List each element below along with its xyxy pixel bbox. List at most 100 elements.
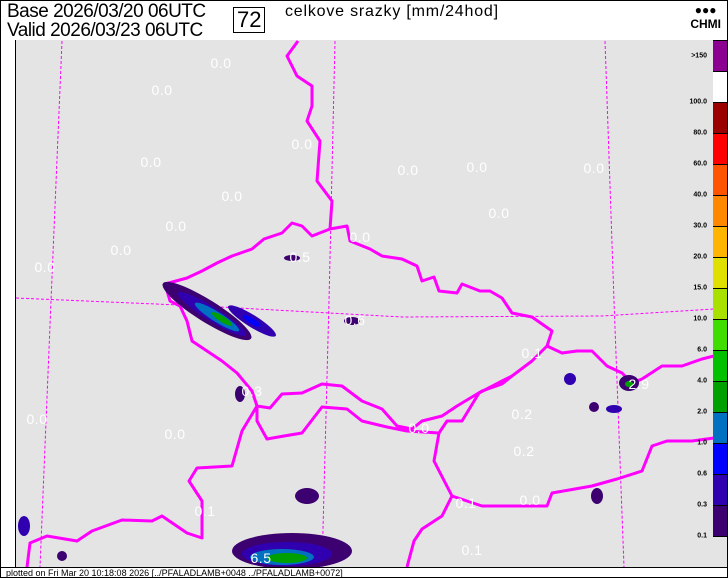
border-alps [25,405,259,567]
legend-label: 6.0 [697,346,707,354]
border-austria-slovenia [405,495,454,567]
legend-label: 100.0 [689,98,707,106]
precip-area [267,553,307,563]
precip-area [606,405,622,413]
legend-label: 40.0 [693,191,707,199]
value-label: 0.5 [289,248,311,265]
border-germany-poland [285,40,334,230]
value-label: 0.0 [110,241,132,258]
legend-label: 0.6 [697,470,707,478]
legend-swatch [713,102,727,133]
value-label: 0.0 [488,204,510,221]
value-label: 0.1 [461,541,483,558]
border-czech [163,221,554,431]
precip-area [589,402,599,412]
value-label: 0.0 [164,425,186,442]
value-label: 0.0 [466,158,488,175]
precip-area [564,373,576,385]
parallel-line [16,297,714,318]
value-label: 0.6 [344,311,366,328]
border-slovakia-hungary [437,374,513,434]
legend-label: 4.0 [697,377,707,385]
value-label: 0.0 [583,159,605,176]
value-label: 0.1 [521,344,543,361]
legend-swatch [713,288,727,319]
base-time: Base 2026/03/20 06UTC [7,1,206,22]
meridian-line [39,40,63,567]
legend-swatch [713,71,727,102]
precipitation-map: 0.0 0.0 0.0 0.0 0.0 0.0 0.0 0.0 0.5 0.0 0.0 0.0 0.0 0… [15,40,714,567]
value-label: 0.0 [140,153,162,170]
legend-swatch [713,443,727,474]
precip-area [243,315,261,327]
legend-label: 30.0 [693,222,707,230]
precip-area [57,551,67,561]
meridian-line [604,40,625,567]
precip-area [344,317,360,325]
legend-swatch [713,505,727,536]
value-label: 0.0 [408,419,430,436]
value-label: 0.0 [349,228,371,245]
border-austria-south [432,432,714,508]
meridian-line [321,40,336,567]
legend-swatch [713,536,727,567]
value-label: 0.0 [519,491,541,508]
precip-area [18,516,30,536]
color-legend [713,40,727,567]
chmi-logo: ●●● CHMI [690,3,721,31]
precip-area [284,255,300,261]
value-label: 0.0 [34,258,56,275]
legend-label: 80.0 [693,129,707,137]
value-label: 0.0 [26,410,48,427]
value-label: 2.9 [628,375,650,392]
country-borders [25,40,714,567]
value-label: 0.0 [165,217,187,234]
legend-label: 0.1 [697,532,707,540]
value-label: 0.2 [511,405,533,422]
value-label: 0.2 [513,442,535,459]
value-label: 0.1 [455,494,477,511]
value-label: 0.1 [194,502,216,519]
precip-area [211,312,233,326]
precip-area [591,488,603,504]
plot-info: plotted on Fri Mar 20 10:18:08 2026 [../… [1,567,727,577]
value-label: 0.3 [241,382,263,399]
value-label: 0.0 [151,81,173,98]
legend-swatch [713,164,727,195]
field-title: celkove srazky [mm/24hod] [285,3,499,20]
legend-label: 1.0 [697,439,707,447]
legend-label: 2.0 [697,408,707,416]
legend-swatch [713,350,727,381]
logo-icon: ●●● [694,3,717,17]
value-label: 0.0 [210,54,232,71]
legend-swatch [713,40,727,71]
border-austria-germany [255,405,440,441]
legend-label: 20.0 [693,253,707,261]
value-label: 6.5 [250,549,272,566]
graticule [16,40,714,567]
precipitation-areas [18,255,639,567]
legend-swatch [713,133,727,164]
legend-label: >150 [691,52,707,59]
legend-swatch [713,474,727,505]
legend-swatch [713,319,727,350]
legend-swatch [713,195,727,226]
legend-label: 0.3 [697,501,707,509]
precip-area [235,386,245,402]
legend-swatch [713,412,727,443]
value-label: 0.0 [221,187,243,204]
legend-label: 10.0 [693,315,707,323]
lead-hour-box: 72 [233,7,266,33]
legend-label: 15.0 [693,284,707,292]
precip-area [625,381,633,387]
legend-swatch [713,381,727,412]
legend-swatch [713,226,727,257]
legend-swatch [713,257,727,288]
logo-text: CHMI [690,17,721,31]
legend-label: 60.0 [693,160,707,168]
map-layer [16,40,714,567]
precip-area [295,488,319,504]
valid-time: Valid 2026/03/23 06UTC [7,20,203,41]
value-label: 0.0 [397,161,419,178]
